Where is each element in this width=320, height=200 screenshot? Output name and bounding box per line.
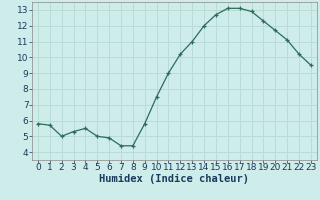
X-axis label: Humidex (Indice chaleur): Humidex (Indice chaleur): [100, 174, 249, 184]
